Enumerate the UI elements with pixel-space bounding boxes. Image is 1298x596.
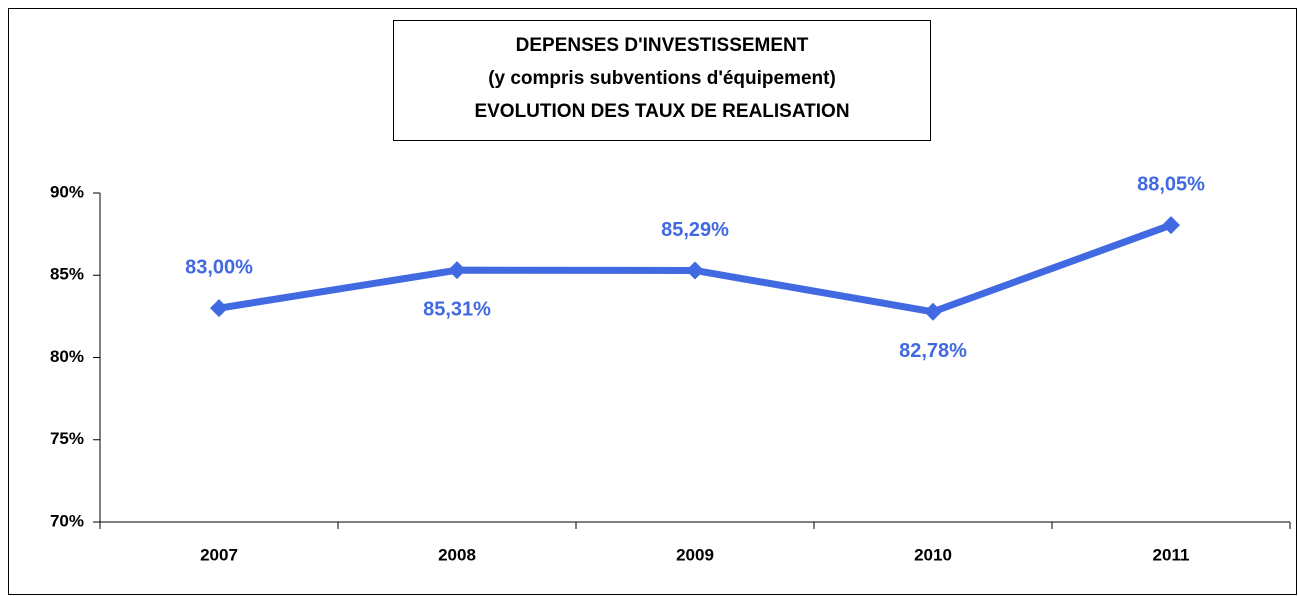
data-point [210, 299, 228, 318]
data-point [924, 302, 942, 321]
x-tick-label: 2008 [438, 545, 476, 564]
y-tick-label: 70% [50, 511, 84, 530]
y-tick-label: 75% [50, 429, 84, 448]
x-tick-label: 2011 [1153, 545, 1190, 564]
chart-title: EVOLUTION DES TAUX DE REALISATION [474, 101, 849, 122]
chart-title: DEPENSES D'INVESTISSEMENT [516, 35, 809, 56]
data-label: 82,78% [899, 340, 967, 362]
title-box [393, 20, 931, 141]
data-label: 85,29% [661, 219, 729, 241]
x-tick-label: 2009 [676, 545, 714, 564]
data-label: 88,05% [1137, 173, 1205, 195]
data-point [448, 261, 466, 280]
y-tick-label: 85% [50, 265, 84, 284]
data-point [1162, 216, 1180, 235]
x-tick-label: 2010 [914, 545, 952, 564]
x-tick-label: 2007 [200, 545, 238, 564]
y-tick-label: 80% [50, 347, 84, 366]
data-point [686, 261, 704, 280]
data-label: 83,00% [185, 256, 253, 278]
y-tick-label: 90% [50, 182, 84, 201]
data-label: 85,31% [423, 298, 491, 320]
chart-title: (y compris subventions d'équipement) [488, 68, 836, 89]
